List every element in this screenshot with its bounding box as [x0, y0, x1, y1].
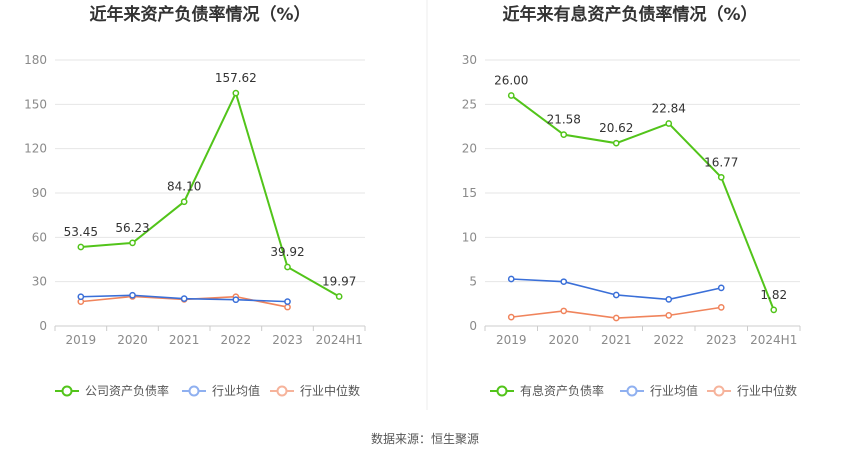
- data-point: [180, 198, 188, 206]
- y-tick-label: 5: [469, 275, 477, 289]
- data-point: [770, 306, 778, 314]
- chart-title: 近年来资产负债率情况（%）: [89, 4, 310, 25]
- data-point: [77, 243, 85, 251]
- data-point: [129, 239, 136, 247]
- data-point: [717, 173, 725, 181]
- data-label: 53.45: [64, 225, 98, 239]
- legend-label: 行业中位数: [300, 383, 360, 398]
- data-point: [284, 263, 291, 271]
- data-point: [717, 304, 725, 311]
- data-label: 26.00: [494, 73, 528, 87]
- data-label: 16.77: [704, 155, 738, 169]
- data-label: 56.23: [115, 221, 149, 235]
- series-line: [80, 90, 340, 298]
- data-label: 1.82: [760, 288, 787, 302]
- data-point: [284, 298, 291, 305]
- data-label: 157.62: [215, 71, 257, 85]
- y-tick-label: 0: [469, 319, 477, 333]
- x-tick-label: 2023: [706, 333, 737, 347]
- y-tick-label: 15: [462, 186, 477, 200]
- data-point: [612, 314, 620, 322]
- x-tick-label: 2022: [221, 333, 252, 347]
- y-tick-label: 120: [24, 142, 47, 156]
- legend-item: 行业均值: [182, 383, 260, 398]
- x-tick-label: 2019: [496, 333, 527, 347]
- legend-item: 公司资产负债率: [55, 383, 169, 398]
- legend-swatch-marker: [276, 385, 288, 397]
- data-point: [77, 293, 85, 301]
- data-point: [232, 89, 240, 97]
- y-tick-label: 0: [39, 319, 47, 333]
- y-tick-label: 60: [32, 230, 47, 244]
- x-tick-label: 2023: [272, 333, 303, 347]
- data-label: 21.58: [547, 113, 581, 127]
- y-tick-label: 30: [462, 53, 477, 67]
- legend-label: 行业均值: [212, 383, 260, 398]
- chart-title: 近年来有息资产负债率情况（%）: [502, 4, 757, 25]
- data-point: [232, 296, 240, 304]
- data-point: [129, 291, 136, 299]
- y-tick-label: 150: [24, 97, 47, 111]
- data-point: [180, 295, 188, 303]
- y-tick-label: 90: [32, 186, 47, 200]
- x-tick-label: 2022: [653, 333, 684, 347]
- y-tick-label: 25: [462, 97, 477, 111]
- data-point: [612, 291, 620, 299]
- data-label: 84.10: [167, 180, 201, 194]
- chart-panel-1: 近年来资产负债率情况（%） 0 30 60 90 120 150 180 2019 2020 202…: [24, 4, 366, 398]
- x-tick-label: 2020: [117, 333, 148, 347]
- data-point: [717, 284, 725, 292]
- legend-item: 行业中位数: [270, 383, 360, 398]
- series-line: [510, 94, 775, 311]
- data-point: [507, 275, 515, 283]
- data-point: [665, 296, 673, 303]
- data-point: [560, 131, 568, 139]
- data-label: 39.92: [270, 245, 304, 259]
- data-point: [560, 278, 568, 286]
- data-point: [507, 313, 515, 321]
- legend-item: 行业中位数: [707, 383, 797, 398]
- x-tick-label: 2021: [169, 333, 200, 347]
- legend-swatch-marker: [188, 385, 200, 397]
- data-point: [612, 139, 620, 147]
- source-note: 数据来源：恒生聚源: [371, 431, 479, 446]
- data-point: [665, 120, 673, 127]
- x-tick-label: 2021: [601, 333, 632, 347]
- legend-item: 有息资产负债率: [490, 383, 604, 398]
- data-point: [665, 312, 673, 319]
- legend-label: 行业中位数: [737, 383, 797, 398]
- data-point: [507, 92, 515, 99]
- x-tick-label: 2020: [548, 333, 579, 347]
- legend-swatch-marker: [496, 385, 508, 397]
- legend-label: 行业均值: [650, 383, 698, 398]
- y-tick-label: 10: [462, 230, 477, 244]
- x-tick-label: 2024H1: [750, 333, 797, 347]
- y-tick-label: 30: [32, 275, 47, 289]
- x-tick-label: 2024H1: [316, 333, 363, 347]
- legend-swatch-marker: [61, 385, 73, 397]
- data-label: 19.97: [322, 274, 356, 288]
- legend-label: 有息资产负债率: [520, 383, 604, 398]
- data-point: [335, 293, 343, 300]
- x-tick-label: 2019: [66, 333, 97, 347]
- data-label: 20.62: [599, 121, 633, 135]
- y-tick-label: 180: [24, 53, 47, 67]
- legend-swatch-marker: [626, 385, 638, 397]
- legend-swatch-marker: [713, 385, 725, 397]
- y-tick-label: 20: [462, 142, 477, 156]
- legend-item: 行业均值: [620, 383, 698, 398]
- data-point: [560, 307, 568, 315]
- data-point: [284, 303, 291, 311]
- legend-label: 公司资产负债率: [85, 383, 169, 398]
- chart-panel-2: 近年来有息资产负债率情况（%） 0 5 10 15 20 25 30 2019 2020 2021 2…: [462, 4, 801, 398]
- data-label: 22.84: [652, 101, 686, 115]
